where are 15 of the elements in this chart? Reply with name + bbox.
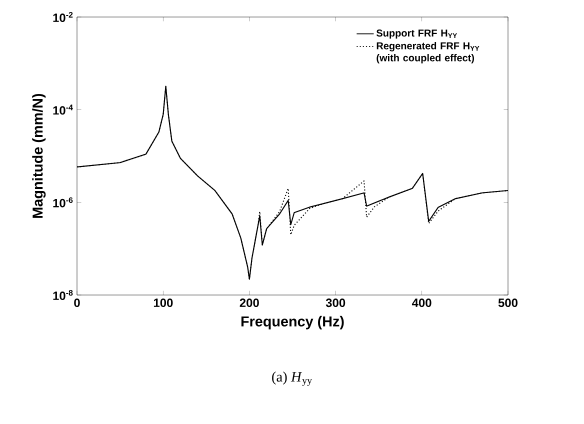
x-tick-label: 500 [498,298,518,308]
x-tick-label: 400 [412,298,432,308]
y-tick-label: 10$^{-8}$ [53,290,73,300]
y-tick-label: 10$^{-2}$ [53,12,73,22]
legend-label: Regenerated FRF H$_{YY}$ (with coupled effect) [376,42,480,64]
x-tick-label: 100 [154,298,173,308]
y-axis-title: Magnitude (mm/N) [32,94,46,218]
x-axis-title: Frequency (Hz) [241,316,344,330]
legend-label: Support FRF H$_{YY}$ [376,30,458,39]
text: (a) H$_{yy}$ [272,372,312,386]
y-tick-label: 10$^{-6}$ [53,197,73,208]
x-tick-label: 0 [74,298,80,308]
x-tick-label: 200 [240,298,259,308]
x-tick-label: 300 [326,298,346,308]
y-tick-label: 10$^{-4}$ [53,104,73,115]
